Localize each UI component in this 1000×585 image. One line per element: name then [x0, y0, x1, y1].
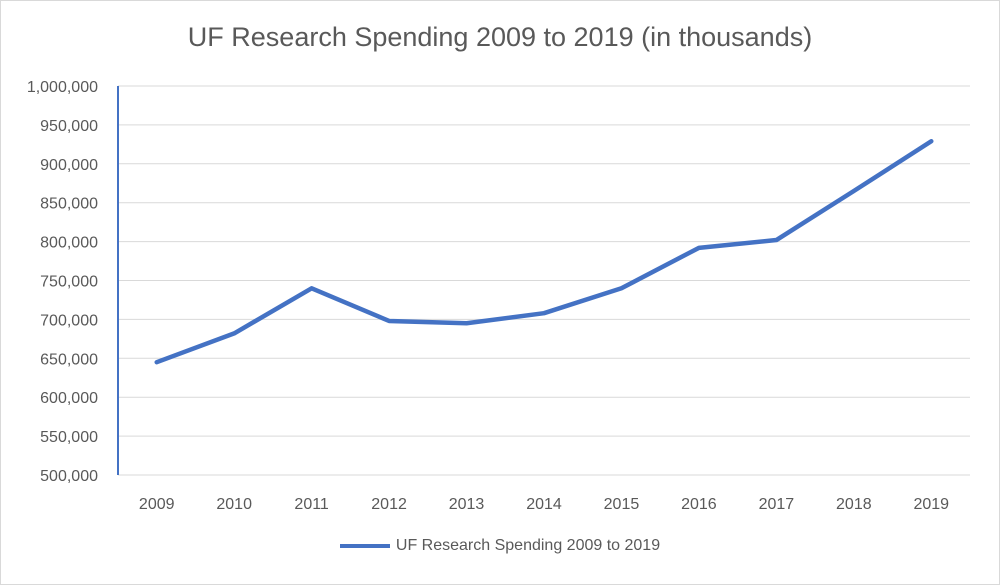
y-tick-label: 1,000,000 — [27, 79, 98, 96]
x-tick-label: 2012 — [371, 496, 407, 513]
y-tick-label: 800,000 — [40, 235, 98, 252]
x-tick-label: 2015 — [604, 496, 640, 513]
chart-title: UF Research Spending 2009 to 2019 (in th… — [187, 22, 813, 52]
x-tick-label: 2013 — [449, 496, 485, 513]
x-tick-label: 2019 — [913, 496, 949, 513]
y-tick-label: 700,000 — [40, 312, 98, 329]
y-tick-label: 600,000 — [40, 390, 98, 407]
x-tick-label: 2009 — [139, 496, 175, 513]
y-tick-label: 900,000 — [40, 157, 98, 174]
y-tick-label: 550,000 — [40, 429, 98, 446]
y-tick-label: 950,000 — [40, 118, 98, 135]
x-tick-label: 2010 — [216, 496, 252, 513]
y-tick-label: 850,000 — [40, 196, 98, 213]
y-tick-label: 500,000 — [40, 468, 98, 485]
x-tick-label: 2011 — [294, 496, 329, 513]
x-tick-label: 2016 — [681, 496, 717, 513]
y-tick-label: 650,000 — [40, 351, 98, 368]
series-line — [154, 138, 934, 365]
y-tick-label: 750,000 — [40, 274, 98, 291]
x-tick-label: 2017 — [759, 496, 795, 513]
legend-swatch — [339, 543, 390, 548]
x-tick-label: 2014 — [526, 496, 562, 513]
legend: UF Research Spending 2009 to 2019 — [0, 537, 1000, 555]
x-tick-label: 2018 — [836, 496, 872, 513]
legend-label: UF Research Spending 2009 to 2019 — [395, 537, 661, 554]
